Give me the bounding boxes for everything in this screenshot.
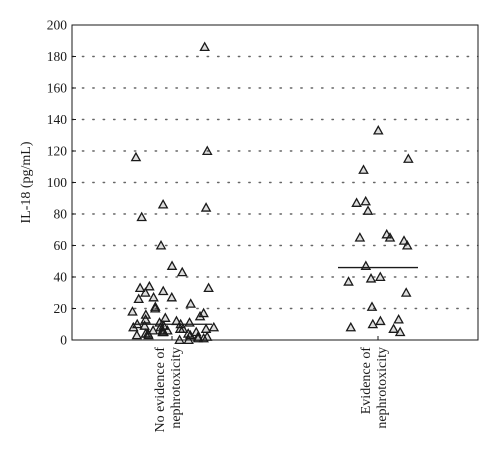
data-point-triangle — [136, 211, 147, 222]
data-point-triangle — [201, 145, 213, 156]
y-axis-title: IL-18 (pg/mL) — [19, 141, 34, 223]
data-point-triangle — [166, 260, 178, 270]
data-point-triangle — [358, 164, 369, 174]
data-point-triangle — [403, 153, 414, 163]
data-points — [127, 41, 414, 345]
data-point-triangle — [143, 329, 154, 340]
category-label-line: No evidence of — [153, 347, 168, 433]
data-point-triangle — [144, 280, 155, 291]
data-point-triangle — [128, 321, 139, 332]
data-point-triangle — [366, 301, 378, 311]
y-axis-ticks: 0 20 40 60 80 100 120 140 160 180 200 — [47, 18, 76, 348]
y-tick-label: 80 — [54, 207, 68, 222]
data-point-triangle — [393, 313, 404, 324]
data-point-triangle — [351, 197, 362, 207]
data-point-triangle — [388, 323, 399, 333]
data-point-triangle — [140, 309, 152, 319]
data-point-triangle — [184, 317, 195, 327]
category-label-line: Evidence of — [359, 347, 374, 415]
data-point-triangle — [400, 287, 412, 297]
data-point-triangle — [148, 291, 159, 302]
x-axis-categories: No evidence of nephrotoxicity Evidence of n… — [153, 336, 390, 433]
data-point-triangle — [401, 239, 413, 250]
y-tick-label: 140 — [47, 112, 68, 127]
y-tick-label: 0 — [60, 333, 67, 348]
median-lines — [132, 266, 418, 325]
data-point-triangle — [194, 310, 206, 321]
data-point-triangle — [360, 260, 372, 270]
data-point-triangle — [192, 332, 204, 343]
data-point-triangle — [166, 291, 178, 302]
data-point-triangle — [160, 312, 171, 322]
y-tick-label: 100 — [47, 175, 68, 190]
data-point-triangle — [130, 151, 142, 162]
y-tick-label: 60 — [54, 238, 68, 253]
data-point-triangle — [360, 195, 371, 206]
data-point-triangle — [374, 271, 386, 282]
category-label-line: nephrotoxicity — [375, 347, 390, 429]
y-tick-label: 20 — [54, 301, 68, 316]
category-label-line: nephrotoxicity — [169, 347, 184, 429]
data-point-triangle — [365, 273, 377, 283]
data-point-triangle — [147, 325, 159, 335]
y-tick-label: 120 — [47, 144, 68, 159]
data-point-triangle — [200, 202, 212, 212]
gridlines — [71, 55, 479, 310]
data-point-triangle — [372, 124, 384, 135]
data-point-triangle — [155, 239, 167, 250]
data-point-triangle — [362, 205, 374, 215]
data-point-triangle — [200, 323, 212, 333]
data-point-triangle — [133, 293, 145, 304]
data-point-triangle — [127, 306, 138, 316]
data-point-triangle — [345, 321, 357, 332]
y-tick-label: 40 — [54, 270, 68, 285]
y-tick-label: 180 — [47, 49, 68, 64]
y-tick-label: 160 — [47, 81, 68, 96]
data-point-triangle — [140, 287, 151, 297]
data-point-triangle — [394, 326, 406, 337]
data-point-triangle — [208, 321, 220, 332]
data-point-triangle — [157, 326, 169, 337]
data-point-triangle — [174, 323, 186, 333]
data-point-triangle — [343, 276, 354, 286]
data-point-triangle — [384, 232, 396, 242]
data-point-triangle — [367, 318, 379, 329]
y-tick-label: 200 — [47, 18, 68, 33]
data-point-triangle — [149, 302, 161, 313]
data-point-triangle — [203, 282, 214, 293]
data-point-triangle — [157, 199, 169, 209]
data-point-triangle — [185, 298, 197, 308]
data-point-triangle — [131, 329, 143, 340]
data-point-triangle — [354, 232, 366, 242]
data-point-triangle — [134, 282, 146, 293]
data-point-triangle — [183, 334, 194, 345]
data-point-triangle — [139, 320, 150, 330]
data-point-triangle — [157, 285, 169, 296]
data-point-triangle — [375, 315, 386, 326]
data-point-triangle — [199, 41, 210, 52]
data-point-triangle — [176, 266, 188, 277]
data-point-triangle — [174, 334, 185, 345]
